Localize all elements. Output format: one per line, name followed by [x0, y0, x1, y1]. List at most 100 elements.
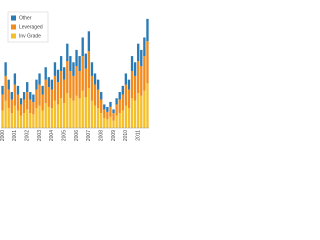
- bar-segment: [100, 113, 103, 128]
- x-tick-label: 2008: [99, 130, 105, 141]
- bar-segment: [4, 75, 7, 101]
- bar-segment: [140, 66, 143, 96]
- bar-segment: [41, 85, 44, 95]
- bar-segment: [26, 109, 29, 128]
- bar-segment: [90, 75, 94, 101]
- bar-segment: [16, 110, 20, 128]
- bar-segment: [124, 84, 128, 106]
- bar-segment: [38, 105, 41, 128]
- bar-segment: [96, 108, 100, 128]
- bar-segment: [146, 18, 149, 42]
- bar-segment: [96, 79, 100, 90]
- bar-segment: [53, 100, 57, 128]
- bar-segment: [109, 106, 112, 117]
- bar-segment: [38, 84, 41, 106]
- legend-label: Other: [19, 15, 32, 21]
- x-tick-label: 2005: [62, 130, 68, 141]
- bar-segment: [130, 70, 134, 99]
- bar-segment: [50, 79, 54, 90]
- bar-segment: [115, 104, 118, 116]
- bar-segment: [59, 56, 63, 71]
- bar-segment: [133, 62, 137, 76]
- x-tick-label: 2004: [49, 130, 55, 141]
- bar-segment: [32, 114, 35, 128]
- bar-segment: [75, 49, 78, 66]
- bar-segment: [127, 89, 131, 109]
- bar-segment: [124, 73, 128, 85]
- bar-segment: [13, 84, 17, 106]
- legend-swatch: [11, 33, 16, 39]
- bar-segment: [19, 104, 23, 116]
- bar-segment: [10, 113, 13, 128]
- bar-segment: [93, 84, 97, 106]
- bar-segment: [72, 100, 75, 128]
- bar-segment: [41, 94, 44, 111]
- bar-segment: [56, 82, 60, 105]
- bar-segment: [137, 93, 140, 128]
- bar-segment: [56, 69, 60, 83]
- x-tick-label: 2009: [111, 130, 117, 141]
- bar-segment: [75, 66, 78, 96]
- bar-segment: [56, 104, 60, 128]
- bar-segment: [22, 99, 26, 114]
- bar-segment: [146, 41, 149, 84]
- bar-segment: [103, 104, 106, 110]
- x-tick-label: 2010: [123, 130, 129, 141]
- bar-segment: [140, 95, 143, 128]
- bar-segment: [63, 79, 66, 104]
- bar-segment: [103, 118, 106, 128]
- bar-segment: [7, 89, 10, 109]
- bar-segment: [1, 110, 4, 128]
- bar-segment: [84, 53, 87, 69]
- bar-segment: [81, 37, 84, 57]
- bar-segment: [118, 113, 121, 128]
- bar-segment: [35, 89, 38, 109]
- x-tick-label: 2006: [74, 130, 80, 141]
- bar-segment: [137, 43, 140, 62]
- legend-swatch: [11, 24, 16, 30]
- legend-label: Inv Grade: [19, 33, 41, 39]
- bar-segment: [26, 92, 29, 110]
- x-tick-label: 2001: [12, 130, 18, 141]
- bar-segment: [29, 99, 32, 114]
- bar-segment: [90, 100, 94, 128]
- bar-segment: [130, 98, 134, 128]
- bar-segment: [100, 99, 103, 114]
- bar-segment: [16, 94, 20, 111]
- bar-segment: [4, 62, 7, 76]
- bar-segment: [115, 98, 118, 105]
- bar-segment: [72, 75, 75, 101]
- bar-segment: [29, 92, 32, 100]
- bar-segment: [16, 85, 20, 95]
- bar-segment: [66, 93, 69, 128]
- x-tick-label: 2003: [37, 130, 43, 141]
- bar-segment: [140, 49, 143, 66]
- bar-segment: [47, 87, 50, 107]
- bar-segment: [41, 110, 44, 128]
- bar-segment: [44, 67, 47, 80]
- bar-segment: [127, 108, 131, 128]
- bar-segment: [13, 105, 17, 128]
- bar-segment: [133, 100, 137, 128]
- bar-segment: [115, 115, 118, 128]
- x-tick-label: 2011: [136, 130, 142, 141]
- bar-segment: [106, 119, 109, 128]
- bar-segment: [53, 62, 57, 76]
- bar-segment: [66, 61, 69, 94]
- bar-segment: [130, 56, 134, 71]
- bar-segment: [22, 92, 26, 100]
- bar-segment: [127, 79, 131, 90]
- bar-segment: [63, 103, 66, 128]
- bar-segment: [93, 73, 97, 85]
- bar-segment: [133, 75, 137, 101]
- bar-segment: [35, 79, 38, 90]
- bar-segment: [63, 67, 66, 80]
- bar-segment: [106, 106, 109, 112]
- legend-label: Leveraged: [19, 24, 43, 30]
- bar-segment: [69, 98, 72, 128]
- bar-segment: [1, 94, 4, 111]
- bar-segment: [32, 101, 35, 115]
- bar-segment: [22, 113, 26, 128]
- bar-segment: [109, 116, 112, 128]
- bar-segment: [44, 79, 47, 104]
